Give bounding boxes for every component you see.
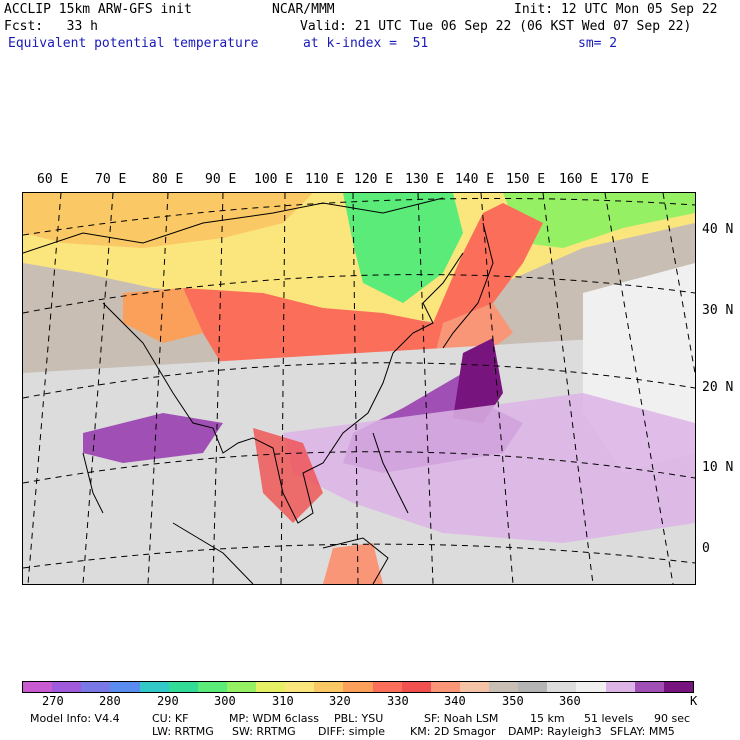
sf-scheme: SF: Noah LSM [424,712,498,725]
smoothing-label: sm= 2 [578,36,617,51]
colorbar-swatch [81,682,110,692]
colorbar-swatch [52,682,81,692]
colorbar [22,681,694,693]
colorbar-swatch [576,682,605,692]
latitude-label: 40 N [702,222,733,237]
longitude-label: 90 E [205,172,236,187]
theta-e-map [23,193,695,584]
colorbar-tick-label: 360 [559,694,581,708]
vertical-levels: 51 levels [584,712,633,725]
longitude-label: 110 E [305,172,344,187]
longitude-label: 130 E [405,172,444,187]
diff-scheme: DIFF: simple [318,725,385,738]
colorbar-tick-label: 300 [214,694,236,708]
level-label: at k-index = 51 [303,36,428,51]
colorbar-swatch [169,682,198,692]
colorbar-swatch [227,682,256,692]
colorbar-swatch [110,682,139,692]
run-title: ACCLIP 15km ARW-GFS init [4,2,192,17]
longitude-label: 140 E [455,172,494,187]
colorbar-tick-label: 330 [387,694,409,708]
colorbar-swatch [373,682,402,692]
colorbar-swatch [140,682,169,692]
colorbar-swatch [256,682,285,692]
colorbar-swatch [518,682,547,692]
resolution: 15 km [530,712,565,725]
km-scheme: KM: 2D Smagor [410,725,496,738]
colorbar-swatch [606,682,635,692]
init-time: Init: 12 UTC Mon 05 Sep 22 [514,2,718,17]
pbl-scheme: PBL: YSU [334,712,383,725]
colorbar-tick-label: 320 [329,694,351,708]
colorbar-swatch [343,682,372,692]
colorbar-swatch [547,682,576,692]
colorbar-tick-label: 270 [42,694,64,708]
damp-scheme: DAMP: Rayleigh3 [508,725,602,738]
longitude-label: 160 E [559,172,598,187]
colorbar-swatch [635,682,664,692]
colorbar-swatch [664,682,693,692]
longitude-label: 60 E [37,172,68,187]
colorbar-swatch [460,682,489,692]
longitude-label: 170 E [610,172,649,187]
latitude-label: 10 N [702,460,733,475]
valid-time: Valid: 21 UTC Tue 06 Sep 22 (06 KST Wed … [300,19,691,34]
colorbar-swatch [489,682,518,692]
colorbar-swatch [198,682,227,692]
latitude-label: 20 N [702,380,733,395]
sw-scheme: SW: RRTMG [232,725,296,738]
longitude-label: 100 E [254,172,293,187]
colorbar-tick-label: 290 [157,694,179,708]
map-panel [22,192,696,585]
longitude-label: 80 E [152,172,183,187]
colorbar-tick-label: 340 [444,694,466,708]
colorbar-swatch [285,682,314,692]
latitude-label: 0 [702,541,710,556]
center-label: NCAR/MMM [272,2,335,17]
latitude-label: 30 N [702,303,733,318]
colorbar-tick-label: 350 [502,694,524,708]
colorbar-swatch [314,682,343,692]
colorbar-tick-label: 280 [99,694,121,708]
colorbar-tick-label: 310 [272,694,294,708]
longitude-label: 120 E [354,172,393,187]
lw-scheme: LW: RRTMG [152,725,214,738]
longitude-label: 150 E [506,172,545,187]
field-name: Equivalent potential temperature [8,36,258,51]
mp-scheme: MP: WDM 6class [229,712,319,725]
colorbar-tick-label: K [690,694,697,708]
cu-scheme: CU: KF [152,712,188,725]
colorbar-swatch [402,682,431,692]
colorbar-swatch [431,682,460,692]
model-info: Model Info: V4.4 [30,712,120,725]
longitude-label: 70 E [95,172,126,187]
colorbar-swatch [23,682,52,692]
forecast-hour: Fcst: 33 h [4,19,98,34]
timestep: 90 sec [654,712,690,725]
sflay-scheme: SFLAY: MM5 [610,725,675,738]
